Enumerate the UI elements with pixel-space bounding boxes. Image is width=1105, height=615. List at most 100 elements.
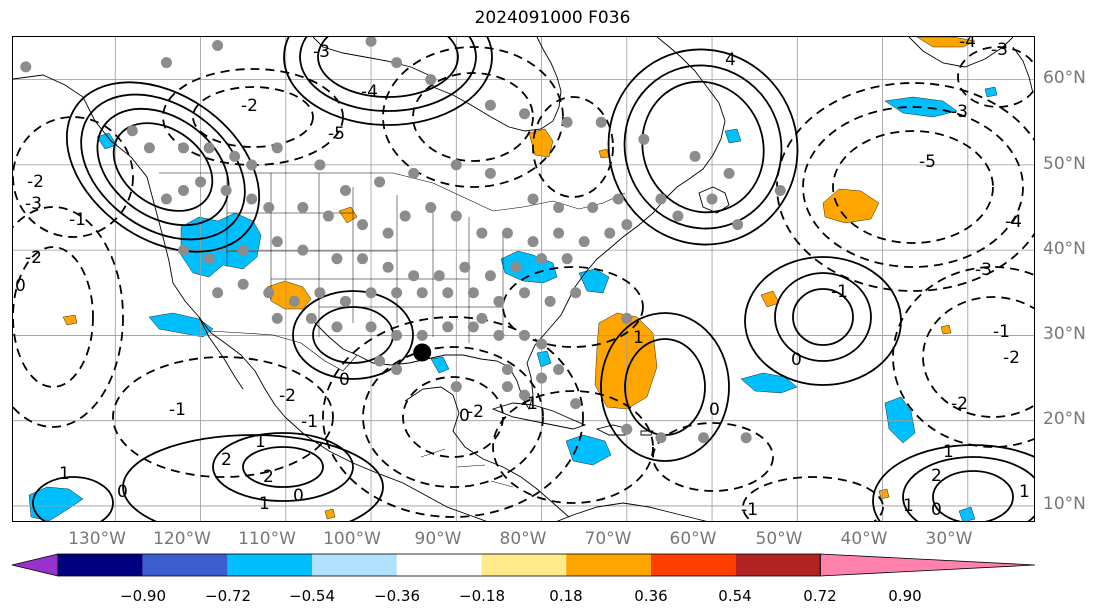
contour-label: -4	[1005, 212, 1022, 232]
colorbar-tick-label: 0.90	[888, 587, 922, 605]
contour-label: -1	[831, 282, 848, 302]
lat-tick-label: 10°N	[1043, 494, 1086, 514]
station-marker	[399, 210, 411, 222]
colorbar-tick-label: −0.36	[374, 587, 420, 605]
colorbar-tick-label: 0.36	[634, 587, 668, 605]
colorbar-segment	[58, 554, 143, 576]
station-marker	[672, 210, 684, 222]
station-marker	[442, 287, 454, 299]
station-marker	[314, 159, 326, 171]
station-marker	[510, 261, 522, 273]
lon-tick-label: 70°W	[584, 529, 632, 549]
contour-label: -2	[27, 172, 44, 192]
border-states-1	[226, 173, 504, 343]
station-marker	[655, 432, 667, 444]
shade-west-negative	[180, 212, 262, 278]
station-marker	[689, 150, 701, 162]
station-marker	[425, 202, 437, 214]
map-panel: -5 -4 -3 -2 -2 -3 -1 -2 0 -1 -2 -1 0 1 2…	[12, 36, 1035, 522]
station-marker	[331, 253, 343, 265]
contour-label: -3	[25, 194, 42, 214]
station-marker	[536, 338, 548, 350]
contour-label: -3	[975, 260, 992, 280]
station-marker	[604, 227, 616, 239]
station-marker	[297, 244, 309, 256]
station-marker	[536, 372, 548, 384]
contour-label: 2	[931, 466, 942, 486]
station-marker	[374, 355, 386, 367]
contour-label: 0	[791, 350, 802, 370]
station-markers	[20, 37, 786, 444]
contour-label: -2	[25, 248, 42, 268]
highlight-marker	[413, 343, 432, 362]
coastline-pacific-nw	[13, 74, 286, 418]
colorbar-segment	[396, 554, 482, 576]
shade-midatl-positive	[822, 188, 880, 224]
station-marker	[271, 142, 283, 154]
colorbar-segment	[312, 554, 397, 576]
shade-eastatl-negative	[884, 396, 916, 444]
contour-label: -1	[741, 500, 758, 520]
colorbar-tick-label: 0.18	[549, 587, 583, 605]
coastline-greenland-east	[1012, 46, 1034, 94]
contour-label: -1	[169, 400, 186, 420]
contour-label: 2	[221, 450, 232, 470]
station-marker	[595, 116, 607, 128]
station-marker	[365, 37, 377, 47]
station-marker	[484, 99, 496, 111]
shade-hudson-negative	[724, 128, 742, 144]
lon-tick-label: 50°W	[755, 529, 803, 549]
station-marker	[160, 193, 172, 205]
colorbar-outline	[57, 553, 821, 577]
contour-midatl-positive	[744, 256, 902, 386]
station-marker	[450, 159, 462, 171]
station-marker	[484, 167, 496, 179]
colorbar-segment	[481, 554, 567, 576]
coastline-cuba	[491, 402, 587, 430]
shade-appalachian-negative	[500, 250, 558, 284]
map-svg: -5 -4 -3 -2 -2 -3 -1 -2 0 -1 -2 -1 0 1 2…	[13, 37, 1034, 521]
border-central-america	[420, 448, 514, 488]
contour-label: 1	[1019, 482, 1030, 502]
colorbar-extend-low	[11, 553, 59, 577]
shade-small1-positive	[940, 324, 952, 335]
shade-bahamas-negative	[536, 350, 552, 368]
shade-pacific-negative	[148, 312, 214, 338]
station-marker	[536, 253, 548, 265]
lon-tick-label: 130°W	[68, 529, 126, 549]
shade-atlantic-negative	[740, 372, 798, 394]
contour-label: -1	[993, 322, 1010, 342]
contour-seatl-positive	[872, 444, 1034, 521]
station-marker	[467, 321, 479, 333]
contour-label: 0	[459, 406, 470, 426]
station-marker	[229, 150, 241, 162]
coastline-hudson	[432, 37, 562, 132]
contour-label: -2	[279, 386, 296, 406]
colorbar-tick-label: 0.54	[718, 587, 752, 605]
station-marker	[493, 295, 505, 307]
station-marker	[621, 219, 633, 231]
contour-label: 1	[255, 432, 266, 452]
contour-label: 0	[709, 400, 720, 420]
shade-sw-negative	[28, 486, 84, 521]
contour-label: 2	[263, 467, 274, 487]
station-marker	[263, 202, 275, 214]
contour-label: -2	[1003, 348, 1020, 368]
contour-label: 0	[117, 482, 128, 502]
station-marker	[425, 74, 437, 86]
station-marker	[698, 432, 710, 444]
station-marker	[553, 364, 565, 376]
colorbar-segment	[142, 554, 228, 576]
station-marker	[519, 389, 530, 401]
station-marker	[570, 398, 582, 410]
shade-midatl2-positive	[760, 290, 780, 308]
shade-small2-positive	[878, 488, 890, 500]
contour-label: -5	[919, 152, 936, 172]
station-marker	[263, 287, 275, 299]
station-marker	[374, 176, 386, 188]
station-marker	[339, 184, 351, 196]
station-marker	[459, 261, 471, 273]
contour-label: -5	[328, 124, 345, 144]
contour-labrador-positive	[607, 48, 799, 246]
station-marker	[382, 227, 394, 239]
